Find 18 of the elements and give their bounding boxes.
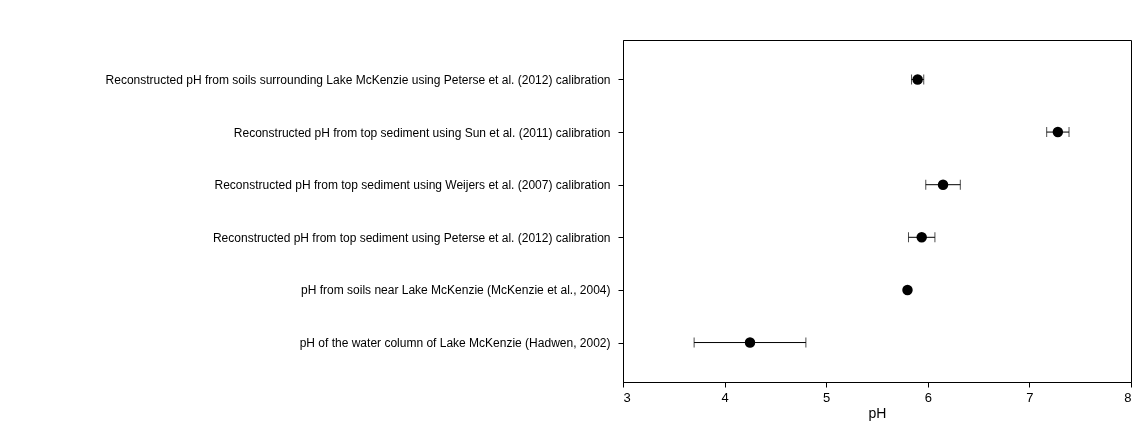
y-tick-label: pH of the water column of Lake McKenzie (Hadwen, 2002) xyxy=(299,336,611,351)
x-tick-label: 5 xyxy=(823,389,831,405)
y-tick-label: Reconstructed pH from top sediment using Sun et al. (2011) calibration xyxy=(233,125,611,140)
y-tick-label: Reconstructed pH from top sediment using Weijers et al. (2007) calibration xyxy=(214,178,611,193)
point xyxy=(1052,126,1064,138)
point xyxy=(937,179,949,190)
x-tick-label: 8 xyxy=(1124,389,1132,405)
x-tick-label: 4 xyxy=(721,389,729,405)
x-axis-title: pH xyxy=(868,404,887,421)
point xyxy=(916,232,927,243)
y-tick-label: Reconstructed pH from soils surrounding Lake McKenzie using Peterse et al. (2012) calibration xyxy=(105,72,611,87)
y-tick-label: pH from soils near Lake McKenzie (McKenzie et al., 2004) xyxy=(301,283,611,298)
point xyxy=(744,337,756,348)
x-tick-label: 7 xyxy=(1026,389,1034,405)
y-tick-label: Reconstructed pH from top sediment using Peterse et al. (2012) calibration xyxy=(212,230,611,245)
point xyxy=(902,284,913,296)
x-tick-label: 6 xyxy=(924,389,932,405)
x-tick-label: 3 xyxy=(623,389,631,405)
